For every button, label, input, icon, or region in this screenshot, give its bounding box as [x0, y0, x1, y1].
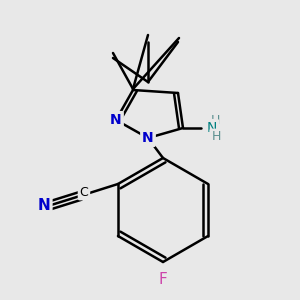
Text: N: N [142, 131, 154, 145]
Text: F: F [159, 272, 167, 287]
Text: H: H [211, 130, 221, 143]
Text: C: C [80, 185, 88, 199]
Text: N: N [207, 121, 217, 135]
Text: N: N [110, 113, 122, 127]
Text: H: H [210, 113, 220, 127]
Text: N: N [38, 199, 50, 214]
